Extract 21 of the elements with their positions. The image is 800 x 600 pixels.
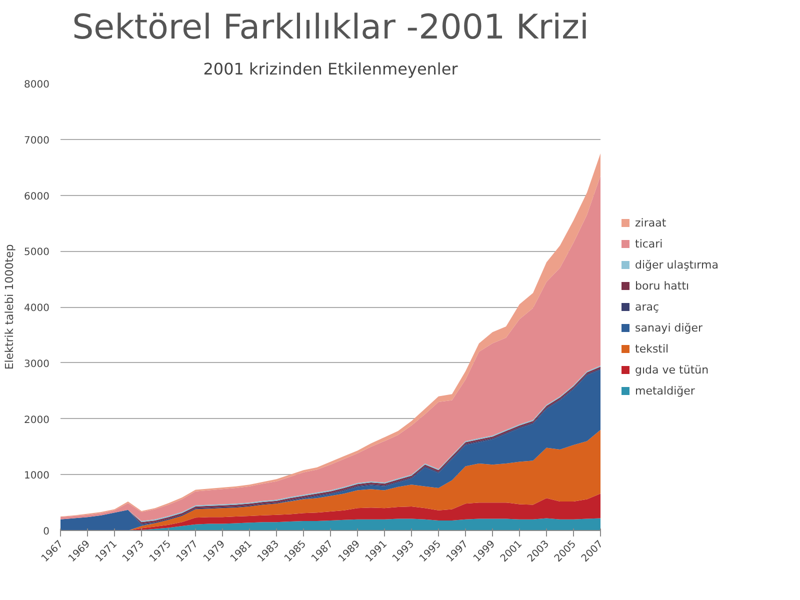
- legend-label: gıda ve tütün: [635, 363, 709, 376]
- legend-label: araç: [635, 300, 660, 313]
- chart-subtitle: 2001 krizinden Etkilenmeyenler: [203, 60, 458, 78]
- legend-label: boru hattı: [635, 279, 690, 292]
- chart-title: Sektörel Farklılıklar -2001 Krizi: [72, 8, 589, 48]
- y-tick-label: 7000: [24, 135, 50, 146]
- legend-label: sanayi diğer: [635, 321, 703, 334]
- y-tick-label: 8000: [24, 80, 50, 90]
- y-tick-label: 4000: [24, 303, 50, 314]
- legend-label: diğer ulaştırma: [635, 258, 718, 271]
- y-tick-label: 2000: [24, 414, 50, 426]
- legend-label: metaldiğer: [635, 384, 695, 397]
- legend-label: ziraat: [635, 216, 666, 229]
- y-tick-label: 1000: [24, 470, 50, 482]
- y-axis-title: Elektrik talebi 1000tep: [3, 244, 16, 370]
- y-tick-label: 0: [43, 526, 50, 538]
- y-tick-label: 5000: [24, 247, 50, 258]
- y-tick-label: 3000: [24, 358, 50, 370]
- legend-label: ticari: [635, 237, 663, 250]
- legend-label: tekstil: [635, 342, 669, 355]
- y-tick-label: 6000: [24, 191, 50, 202]
